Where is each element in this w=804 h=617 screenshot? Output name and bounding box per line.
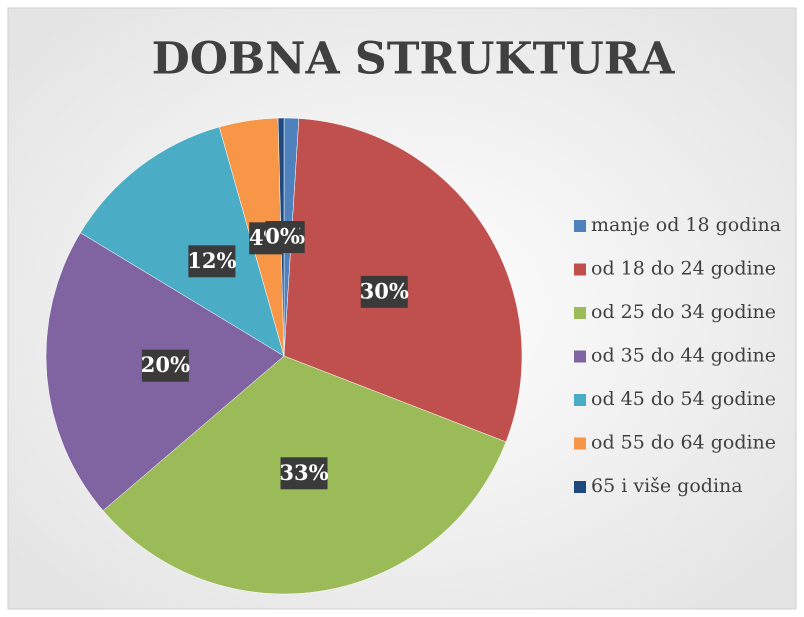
data-label: 33% [279,457,329,490]
legend-label: od 25 do 34 godine [591,301,776,323]
data-label-text: 30% [360,278,409,303]
legend-swatch [574,481,586,493]
data-label-box [265,221,300,254]
pie-slice [80,126,285,357]
legend-label: manje od 18 godina [591,214,781,236]
chart-title: DOBNA STRUKTURA [152,34,676,85]
data-label-box [360,275,408,308]
legend-swatch [574,220,586,232]
data-label-box [141,349,189,382]
data-label: 20% [141,349,190,382]
legend-label: od 55 do 64 godine [591,432,776,454]
data-label-box [280,457,328,490]
data-label-text: 12% [187,248,236,273]
data-label-box [188,245,236,278]
data-label-text: 33% [279,460,328,485]
data-label-text: 20% [141,352,190,377]
data-label: 12% [187,245,237,278]
legend-swatch [574,394,586,406]
legend-swatch [574,307,586,319]
data-label-text: 0% [265,224,300,249]
legend-label: 65 i više godina [591,475,743,497]
data-label: 30% [360,275,409,308]
legend-label: od 35 do 44 godine [591,345,776,367]
legend-swatch [574,263,586,276]
legend-label: od 45 do 54 godine [591,388,776,410]
legend-swatch [574,437,586,450]
legend-swatch [574,350,586,363]
legend-label: od 18 do 24 godine [591,258,776,280]
data-label: 0% [265,221,300,254]
